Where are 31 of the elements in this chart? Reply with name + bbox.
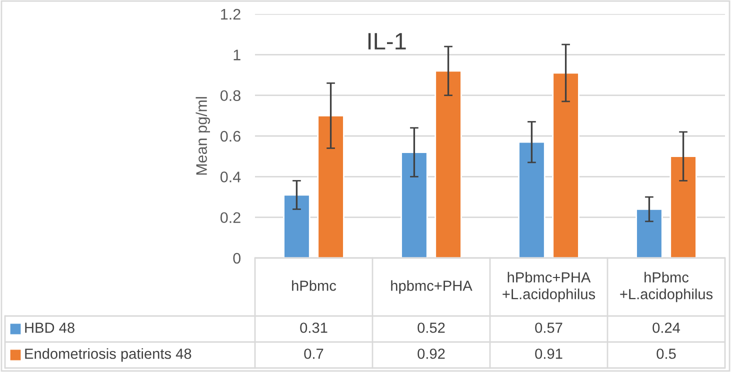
bar (518, 141, 546, 258)
bar (317, 114, 344, 258)
data-label: 0.5 (656, 348, 676, 359)
y-tick-label: 0 (233, 252, 241, 264)
legend-label: HBD 48 (25, 322, 74, 333)
data-label: 0.92 (418, 348, 445, 359)
bar (552, 72, 580, 258)
y-tick-label: 1.2 (221, 8, 240, 20)
y-tick-label: 0.6 (220, 130, 240, 142)
x-tick-label: hPbmc +L.acidophilus (620, 272, 713, 302)
data-label: 0.91 (535, 348, 562, 359)
x-tick-label: hPbmc+PHA +L.acidophilus (502, 272, 596, 302)
data-label: 0.24 (652, 322, 680, 333)
y-tick-label: 0.8 (220, 90, 240, 102)
y-tick-label: 1 (234, 50, 240, 60)
data-label: 0.7 (304, 348, 324, 359)
x-tick-label: hpbmc+PHA (391, 280, 472, 294)
y-tick-label: 0.2 (220, 212, 240, 224)
bar (283, 194, 310, 258)
y-axis-title: Mean pg/ml (196, 97, 210, 175)
data-label: 0.52 (418, 322, 445, 333)
bar (670, 156, 697, 258)
y-tick-label: 0.4 (220, 172, 241, 182)
data-label: 0.57 (535, 322, 562, 333)
bar (434, 70, 462, 258)
legend-label: Endometriosis patients 48 (25, 348, 192, 362)
bar (636, 208, 663, 258)
data-label: 0.31 (300, 322, 328, 333)
text: IL-1 (368, 33, 406, 50)
bar (400, 152, 428, 258)
x-tick-label: hPbmc (292, 280, 336, 291)
